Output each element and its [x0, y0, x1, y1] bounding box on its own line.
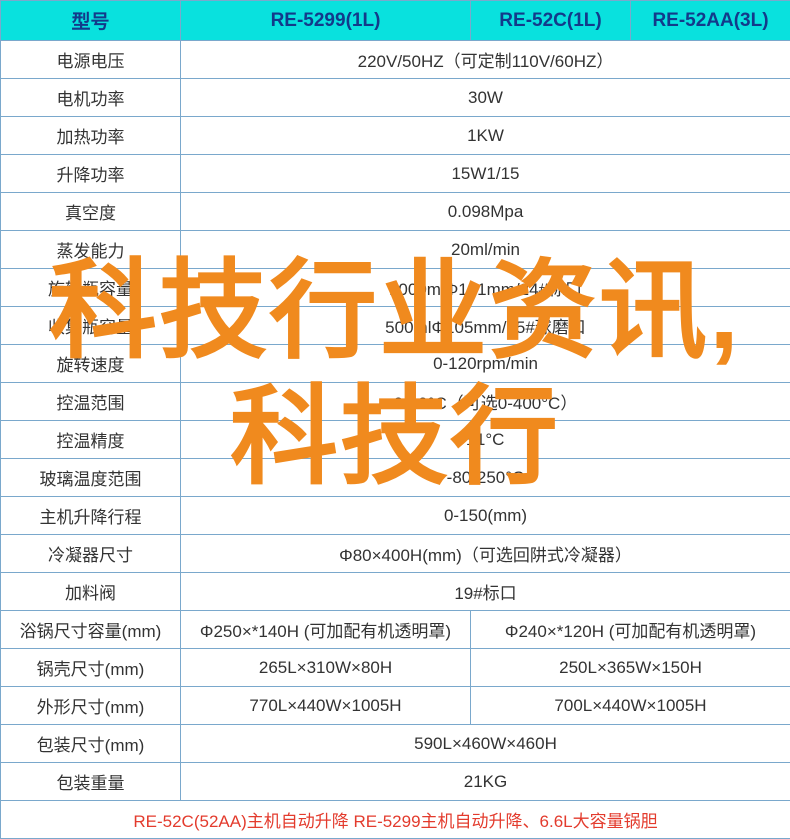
header-label: 型号 [1, 1, 181, 41]
row-label: 主机升降行程 [1, 497, 181, 535]
spec-table: 型号 RE-5299(1L) RE-52C(1L) RE-52AA(3L) 电源… [0, 0, 790, 839]
row-label: 控温精度 [1, 421, 181, 459]
table-row: 电机功率 30W [1, 79, 790, 117]
table-row: 包装尺寸(mm) 590L×460W×460H [1, 725, 790, 763]
row-value: 1KW [181, 117, 790, 155]
table-row: 旋转速度 0-120rpm/min [1, 345, 790, 383]
row-value-a: 265L×310W×80H [181, 649, 471, 687]
table-row: 浴锅尺寸容量(mm) Φ250×*140H (可加配有机透明罩) Φ240×*1… [1, 611, 790, 649]
row-value: 0-150(mm) [181, 497, 790, 535]
row-value: 220V/50HZ（可定制110V/60HZ） [181, 41, 790, 79]
row-value-bc: Φ240×*120H (可加配有机透明罩) [471, 611, 790, 649]
row-label: 蒸发能力 [1, 231, 181, 269]
row-label: 电源电压 [1, 41, 181, 79]
row-value: 20ml/min [181, 231, 790, 269]
footer-text: RE-52C(52AA)主机自动升降 RE-5299主机自动升降、6.6L大容量… [1, 801, 790, 839]
row-value: 1000mlΦ131mm/24#标口 [181, 269, 790, 307]
row-label: 旋转速度 [1, 345, 181, 383]
row-value: 500mlΦ105mm/35#球磨口 [181, 307, 790, 345]
table-row: 电源电压 220V/50HZ（可定制110V/60HZ） [1, 41, 790, 79]
table-row: 冷凝器尺寸 Φ80×400H(mm)（可选回阱式冷凝器） [1, 535, 790, 573]
row-value: -80-250°C [181, 459, 790, 497]
row-label: 加料阀 [1, 573, 181, 611]
table-row: 加热功率 1KW [1, 117, 790, 155]
row-value: 19#标口 [181, 573, 790, 611]
footer-row: RE-52C(52AA)主机自动升降 RE-5299主机自动升降、6.6L大容量… [1, 801, 790, 839]
table-row: 控温精度 ±1°C [1, 421, 790, 459]
row-value: 30W [181, 79, 790, 117]
row-label: 加热功率 [1, 117, 181, 155]
row-label: 浴锅尺寸容量(mm) [1, 611, 181, 649]
row-value-a: Φ250×*140H (可加配有机透明罩) [181, 611, 471, 649]
row-label: 冷凝器尺寸 [1, 535, 181, 573]
row-value: 0-120rpm/min [181, 345, 790, 383]
table-row: 真空度 0.098Mpa [1, 193, 790, 231]
row-value: 15W1/15 [181, 155, 790, 193]
table-row: 升降功率 15W1/15 [1, 155, 790, 193]
row-label: 包装尺寸(mm) [1, 725, 181, 763]
table-row: 控温范围 0-99°C（可选0-400°C） [1, 383, 790, 421]
table-row: 主机升降行程 0-150(mm) [1, 497, 790, 535]
spec-table-container: 型号 RE-5299(1L) RE-52C(1L) RE-52AA(3L) 电源… [0, 0, 790, 839]
table-row: 包装重量 21KG [1, 763, 790, 801]
row-label: 电机功率 [1, 79, 181, 117]
table-row: 玻璃温度范围 -80-250°C [1, 459, 790, 497]
row-value-bc: 700L×440W×1005H [471, 687, 790, 725]
header-model-c: RE-52AA(3L) [631, 1, 790, 41]
row-value: ±1°C [181, 421, 790, 459]
row-value: Φ80×400H(mm)（可选回阱式冷凝器） [181, 535, 790, 573]
row-label: 旋转瓶容量 [1, 269, 181, 307]
table-row: 外形尺寸(mm) 770L×440W×1005H 700L×440W×1005H [1, 687, 790, 725]
row-value: 0-99°C（可选0-400°C） [181, 383, 790, 421]
row-value-a: 770L×440W×1005H [181, 687, 471, 725]
row-value-bc: 250L×365W×150H [471, 649, 790, 687]
header-row: 型号 RE-5299(1L) RE-52C(1L) RE-52AA(3L) [1, 1, 790, 41]
row-label: 外形尺寸(mm) [1, 687, 181, 725]
row-label: 锅壳尺寸(mm) [1, 649, 181, 687]
header-model-a: RE-5299(1L) [181, 1, 471, 41]
table-row: 加料阀 19#标口 [1, 573, 790, 611]
table-row: 收集瓶容量 500mlΦ105mm/35#球磨口 [1, 307, 790, 345]
row-value: 0.098Mpa [181, 193, 790, 231]
table-row: 蒸发能力 20ml/min [1, 231, 790, 269]
row-value: 590L×460W×460H [181, 725, 790, 763]
row-label: 包装重量 [1, 763, 181, 801]
row-label: 控温范围 [1, 383, 181, 421]
row-value: 21KG [181, 763, 790, 801]
row-label: 玻璃温度范围 [1, 459, 181, 497]
row-label: 收集瓶容量 [1, 307, 181, 345]
table-row: 旋转瓶容量 1000mlΦ131mm/24#标口 [1, 269, 790, 307]
row-label: 升降功率 [1, 155, 181, 193]
table-row: 锅壳尺寸(mm) 265L×310W×80H 250L×365W×150H [1, 649, 790, 687]
row-label: 真空度 [1, 193, 181, 231]
header-model-b: RE-52C(1L) [471, 1, 631, 41]
